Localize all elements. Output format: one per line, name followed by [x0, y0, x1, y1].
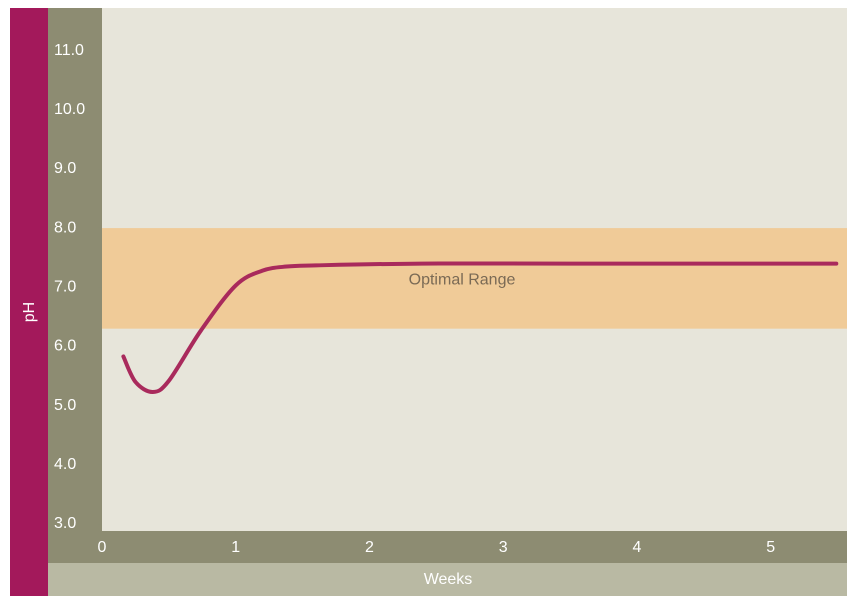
y-tick-label: 3.0 [54, 515, 76, 532]
y-tick-label: 7.0 [54, 278, 76, 295]
y-axis-label: pH [21, 302, 38, 322]
ph-line [121, 261, 839, 394]
x-axis-strip [48, 531, 847, 563]
y-label-strip [10, 8, 48, 596]
x-tick-label: 0 [98, 539, 107, 556]
x-tick-label: 2 [365, 539, 374, 556]
y-tick-label: 8.0 [54, 219, 76, 236]
y-tick-label: 6.0 [54, 338, 76, 355]
optimal-band [102, 228, 847, 329]
y-axis-strip [48, 8, 102, 531]
y-tick-label: 9.0 [54, 160, 76, 177]
x-tick-label: 4 [633, 539, 642, 556]
y-tick-label: 11.0 [54, 42, 84, 59]
x-label-strip [48, 563, 847, 596]
y-tick-label: 4.0 [54, 456, 76, 473]
band-label: Optimal Range [409, 272, 516, 289]
x-tick-label: 5 [766, 539, 775, 556]
y-tick-label: 5.0 [54, 397, 76, 414]
x-tick-label: 1 [231, 539, 240, 556]
x-tick-label: 3 [499, 539, 508, 556]
x-axis-label: Weeks [424, 571, 473, 588]
y-tick-label: 10.0 [54, 101, 85, 118]
